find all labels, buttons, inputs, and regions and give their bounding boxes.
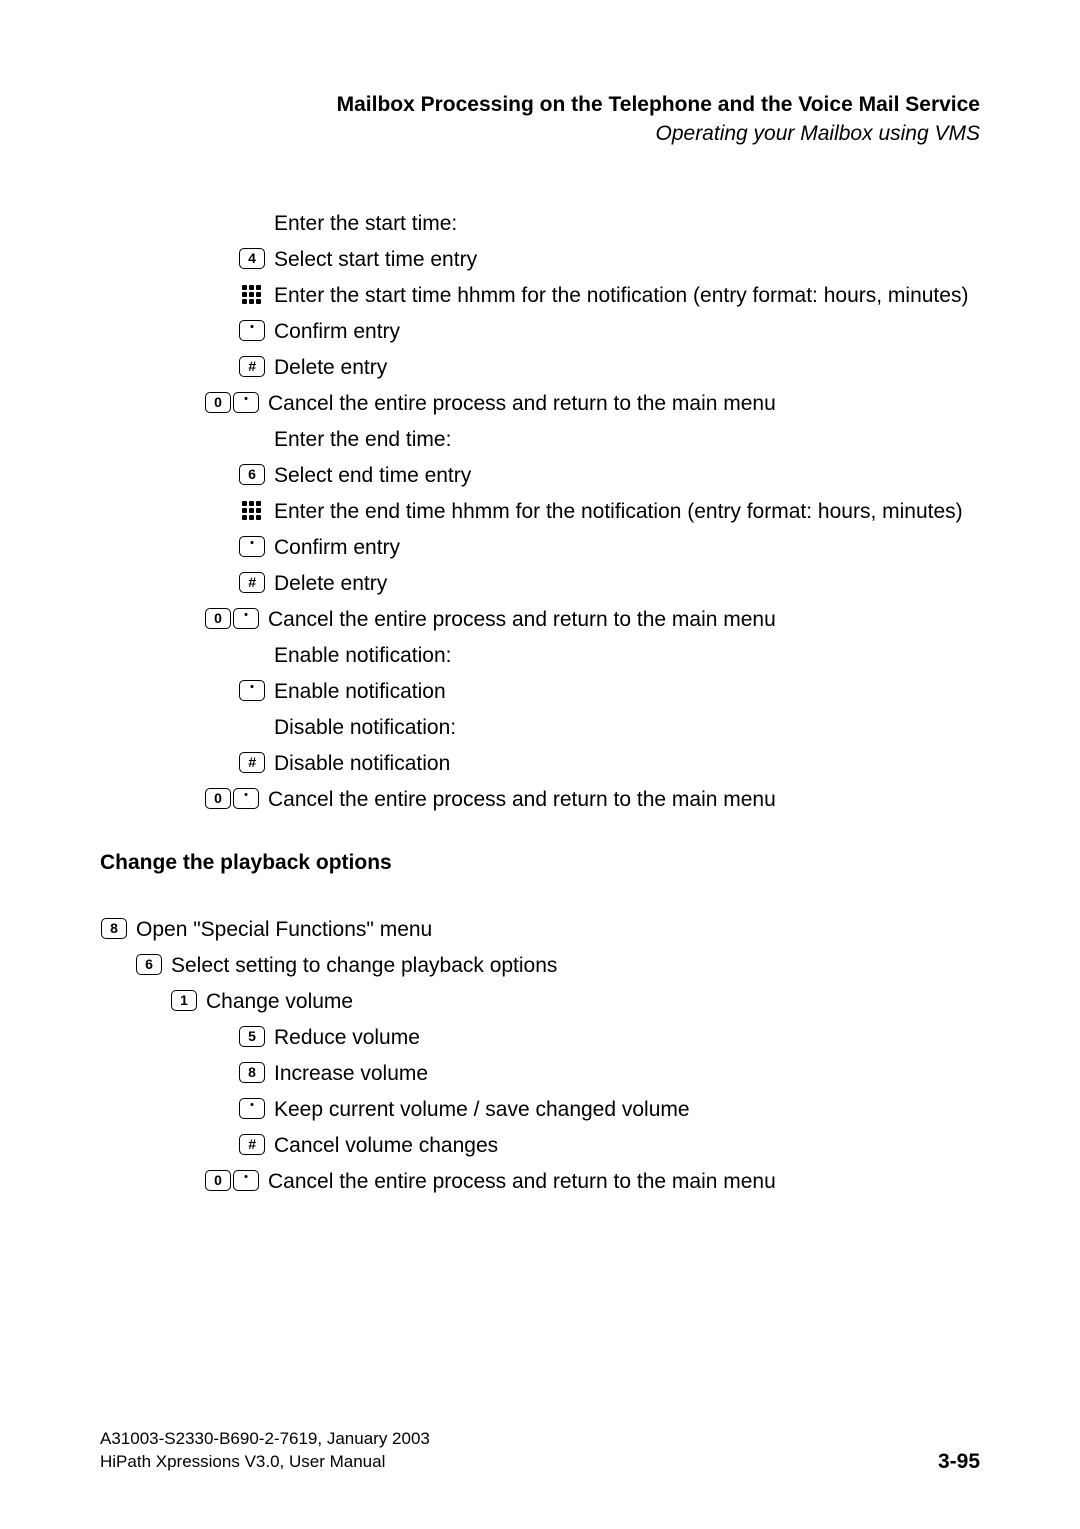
instruction-text: Enter the start time: [266,209,980,239]
key-6-icon: 6 [239,464,265,485]
page-footer: A31003-S2330-B690-2-7619, January 2003 H… [100,1428,980,1474]
key-star-icon [233,608,259,629]
document-page: Mailbox Processing on the Telephone and … [0,0,1080,1203]
instruction-text: Delete entry [266,569,980,599]
instruction-row: Disable notification: [100,713,980,748]
key-star-icon [233,1170,259,1191]
instruction-row: Confirm entry [100,533,980,568]
header-subtitle: Operating your Mailbox using VMS [100,119,980,148]
instruction-row: #Delete entry [100,353,980,388]
instruction-row: Enter the start time: [100,209,980,244]
key-8-icon: 8 [101,918,127,939]
key-hash-icon: # [239,572,265,593]
key-star-icon [239,536,265,557]
instruction-row: 0 Cancel the entire process and return to… [100,1167,980,1202]
instruction-text: Select start time entry [266,245,980,275]
key-hash-icon: # [239,356,265,377]
instruction-text: Confirm entry [266,317,980,347]
instruction-text: Cancel volume changes [266,1131,980,1161]
instruction-text: Enter the end time: [266,425,980,455]
instruction-text: Change volume [198,987,980,1017]
instruction-list-playback: 8Open "Special Functions" menu6Select se… [100,915,980,1203]
footer-doc-id: A31003-S2330-B690-2-7619, January 2003 [100,1428,430,1451]
instruction-row: Enter the end time: [100,425,980,460]
instruction-text: Delete entry [266,353,980,383]
keypad-icon [241,500,263,522]
instruction-text: Enable notification [266,677,980,707]
key-0-icon: 0 [205,392,231,413]
instruction-text: Confirm entry [266,533,980,563]
instruction-row: 8Open "Special Functions" menu [100,915,980,950]
instruction-text: Enable notification: [266,641,980,671]
instruction-row: 8Increase volume [100,1059,980,1094]
key-5-icon: 5 [239,1026,265,1047]
key-6-icon: 6 [136,954,162,975]
instruction-row: 6Select end time entry [100,461,980,496]
instruction-row: Keep current volume / save changed volum… [100,1095,980,1130]
key-star-icon [239,1098,265,1119]
instruction-text: Increase volume [266,1059,980,1089]
key-8-icon: 8 [239,1062,265,1083]
key-star-icon [239,320,265,341]
instruction-text: Cancel the entire process and return to … [260,1167,980,1197]
key-star-icon [233,392,259,413]
instruction-row: Enable notification [100,677,980,712]
instruction-text: Select end time entry [266,461,980,491]
key-0-icon: 0 [205,1170,231,1191]
instruction-text: Select setting to change playback option… [163,951,980,981]
key-hash-icon: # [239,1134,265,1155]
instruction-row: 6Select setting to change playback optio… [100,951,980,986]
instruction-text: Cancel the entire process and return to … [260,785,980,815]
keypad-icon [241,284,263,306]
key-4-icon: 4 [239,248,265,269]
key-star-icon [239,680,265,701]
key-1-icon: 1 [171,990,197,1011]
instruction-row: 0 Cancel the entire process and return to… [100,785,980,820]
instruction-text: Keep current volume / save changed volum… [266,1095,980,1125]
instruction-row: 0 Cancel the entire process and return to… [100,605,980,640]
instruction-row: #Delete entry [100,569,980,604]
instruction-row: Confirm entry [100,317,980,352]
instruction-text: Cancel the entire process and return to … [260,605,980,635]
instruction-row: 1Change volume [100,987,980,1022]
key-hash-icon: # [239,752,265,773]
instruction-row: Enter the start time hhmm for the notifi… [100,281,980,316]
key-0-icon: 0 [205,788,231,809]
header-section-title: Mailbox Processing on the Telephone and … [100,90,980,119]
instruction-row: 4Select start time entry [100,245,980,280]
instruction-row: Enable notification: [100,641,980,676]
instruction-list-notification: Enter the start time:4Select start time … [100,209,980,821]
instruction-text: Disable notification [266,749,980,779]
instruction-row: #Disable notification [100,749,980,784]
footer-doc-title: HiPath Xpressions V3.0, User Manual [100,1451,430,1474]
page-header: Mailbox Processing on the Telephone and … [100,90,980,149]
key-0-icon: 0 [205,608,231,629]
instruction-text: Enter the end time hhmm for the notifica… [266,497,980,527]
instruction-text: Reduce volume [266,1023,980,1053]
instruction-row: #Cancel volume changes [100,1131,980,1166]
instruction-row: Enter the end time hhmm for the notifica… [100,497,980,532]
instruction-row: 5Reduce volume [100,1023,980,1058]
instruction-text: Open "Special Functions" menu [128,915,980,945]
footer-doc-info: A31003-S2330-B690-2-7619, January 2003 H… [100,1428,430,1474]
instruction-text: Cancel the entire process and return to … [260,389,980,419]
subheading-playback-options: Change the playback options [100,851,980,875]
instruction-text: Disable notification: [266,713,980,743]
instruction-text: Enter the start time hhmm for the notifi… [266,281,980,311]
footer-page-number: 3-95 [938,1450,980,1474]
key-star-icon [233,788,259,809]
instruction-row: 0 Cancel the entire process and return to… [100,389,980,424]
